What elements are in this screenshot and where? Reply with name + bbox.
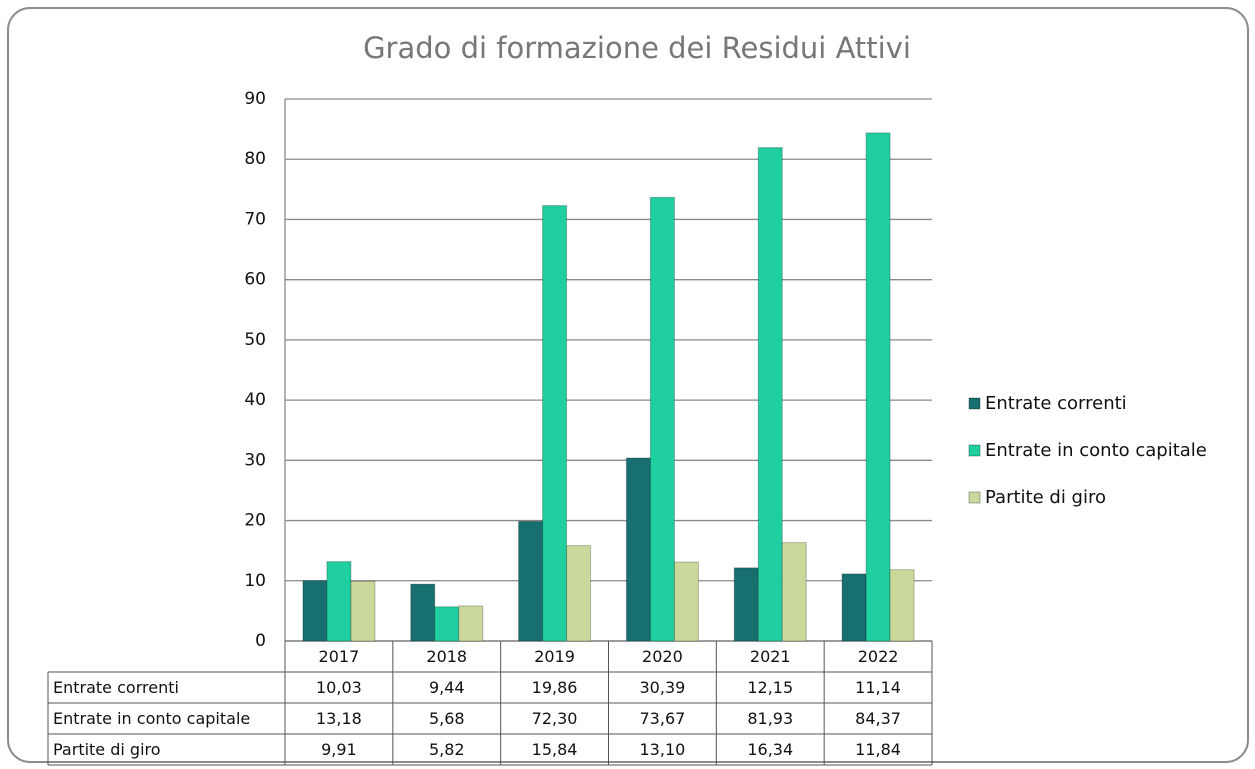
table-cell: 16,34 [747, 740, 793, 759]
x-tick-label: 2021 [750, 647, 791, 666]
bar [518, 520, 544, 642]
table-row-label: Entrate correnti [53, 678, 179, 697]
table-cell: 11,14 [855, 678, 901, 697]
bar [350, 580, 376, 642]
bar [625, 457, 651, 642]
table-cell: 30,39 [640, 678, 686, 697]
bar [889, 569, 915, 642]
table-cell: 9,91 [321, 740, 357, 759]
x-tick-label: 2017 [319, 647, 360, 666]
table-cell: 5,82 [429, 740, 465, 759]
y-tick-label: 90 [244, 89, 266, 109]
bar [326, 561, 352, 642]
table-cell: 5,68 [429, 709, 465, 728]
bar [542, 205, 568, 642]
table-cell: 10,03 [316, 678, 362, 697]
y-tick-label: 20 [244, 511, 266, 531]
y-tick-label: 0 [255, 631, 266, 651]
table-cell: 11,84 [855, 740, 901, 759]
bar [673, 561, 699, 642]
legend-label: Entrate in conto capitale [985, 440, 1207, 461]
bar [434, 606, 460, 642]
bar [757, 147, 783, 642]
bar [410, 583, 436, 642]
bar [865, 132, 891, 642]
legend-label: Entrate correnti [985, 393, 1127, 414]
bar [458, 605, 484, 642]
chart-title: Grado di formazione dei Residui Attivi [363, 31, 911, 65]
x-tick-label: 2020 [642, 647, 683, 666]
x-tick-label: 2018 [426, 647, 467, 666]
x-tick-label: 2019 [534, 647, 575, 666]
table-cell: 13,10 [640, 740, 686, 759]
legend-swatch [968, 444, 981, 457]
bar [566, 545, 592, 642]
table-cell: 73,67 [640, 709, 686, 728]
table-cell: 81,93 [747, 709, 793, 728]
bar [649, 196, 675, 642]
table-cell: 9,44 [429, 678, 465, 697]
y-tick-label: 40 [244, 390, 266, 410]
table-cell: 19,86 [532, 678, 578, 697]
bar [781, 542, 807, 642]
y-tick-label: 30 [244, 450, 266, 470]
x-tick-label: 2022 [858, 647, 899, 666]
table-cell: 15,84 [532, 740, 578, 759]
y-tick-label: 50 [244, 330, 266, 350]
table-cell: 13,18 [316, 709, 362, 728]
chart-frame [7, 7, 1249, 763]
y-tick-label: 70 [244, 209, 266, 229]
table-row-label: Partite di giro [53, 740, 161, 759]
y-tick-label: 80 [244, 149, 266, 169]
table-row-label: Entrate in conto capitale [53, 709, 250, 728]
bar [733, 567, 759, 642]
legend-label: Partite di giro [985, 487, 1106, 508]
table-cell: 84,37 [855, 709, 901, 728]
y-tick-label: 10 [244, 571, 266, 591]
bar [302, 580, 328, 642]
table-cell: 72,30 [532, 709, 578, 728]
table-cell: 12,15 [747, 678, 793, 697]
legend-swatch [968, 491, 981, 504]
legend-swatch [968, 397, 981, 410]
bar [841, 573, 867, 642]
y-tick-label: 60 [244, 270, 266, 290]
